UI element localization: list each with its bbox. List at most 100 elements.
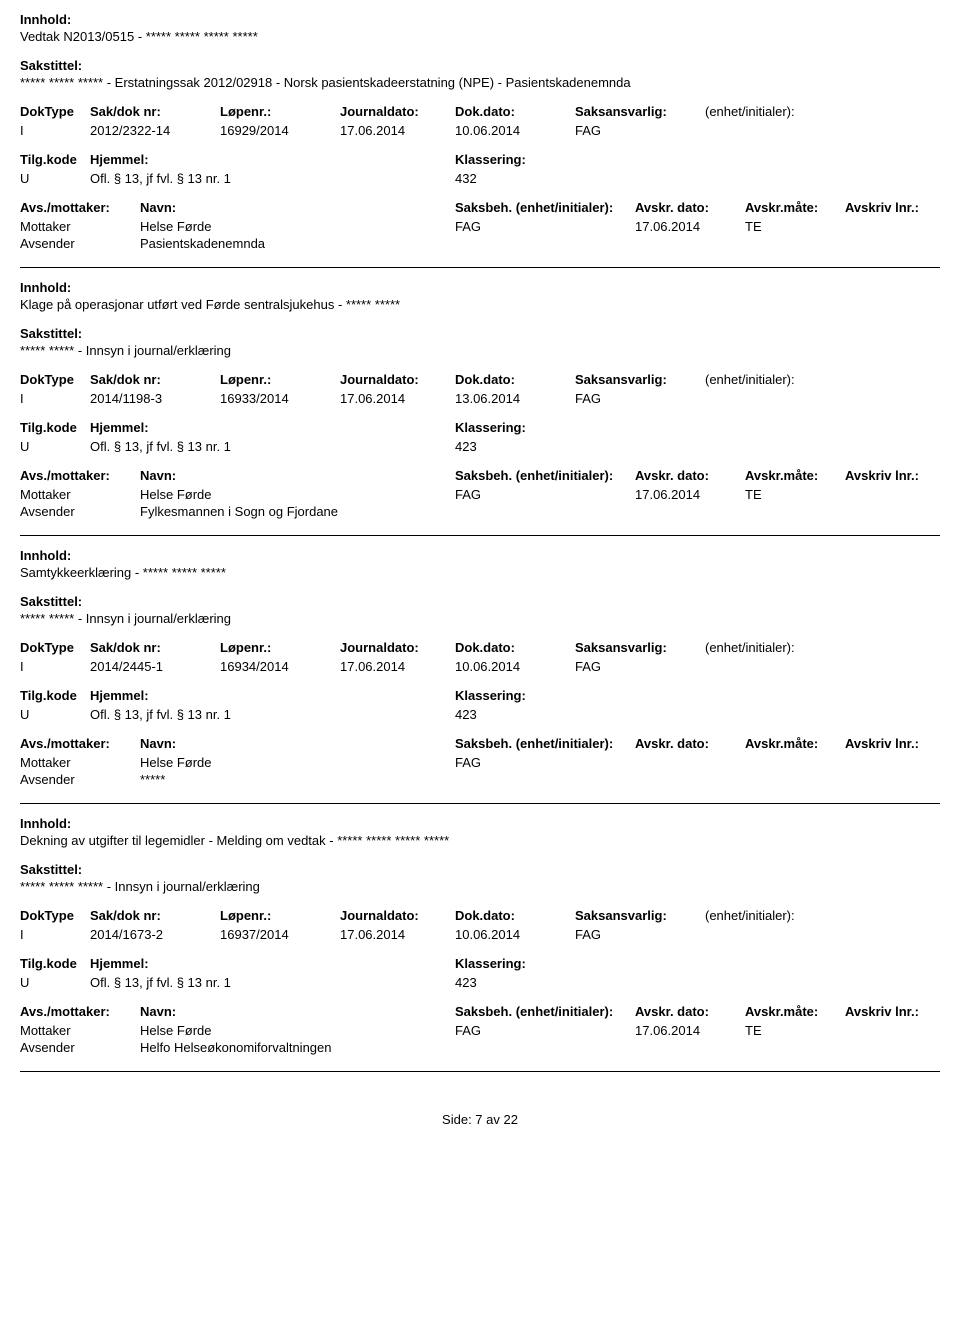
sakstittel-text: ***** ***** - Innsyn i journal/erklæring — [20, 611, 940, 626]
party-saksbeh: FAG — [455, 219, 635, 234]
sakstittel-label: Sakstittel: — [20, 862, 940, 877]
col-value: I — [20, 659, 90, 674]
party-amate — [745, 236, 845, 251]
col-value: 16929/2014 — [220, 123, 340, 138]
col-header: Klassering: — [455, 420, 526, 435]
col-header: Tilg.kode — [20, 152, 90, 167]
innhold-text: Vedtak N2013/0515 - ***** ***** ***** **… — [20, 29, 940, 44]
record-divider — [20, 535, 940, 536]
party-saksbeh — [455, 504, 635, 519]
col-header: Avskr. dato: — [635, 736, 745, 751]
col-header: Hjemmel: — [90, 956, 455, 971]
hjemmel-data-row: UOfl. § 13, jf fvl. § 13 nr. 1423 — [20, 707, 940, 722]
sakstittel-label: Sakstittel: — [20, 594, 940, 609]
record-divider — [20, 803, 940, 804]
col-header: Avskr. dato: — [635, 1004, 745, 1019]
col-header: Navn: — [140, 200, 455, 215]
journal-record: Innhold:Dekning av utgifter til legemidl… — [20, 816, 940, 1065]
metadata-header-row: DokTypeSak/dok nr:Løpenr.:Journaldato:Do… — [20, 372, 940, 389]
record-divider — [20, 267, 940, 268]
col-header: Avs./mottaker: — [20, 1004, 140, 1019]
col-header: Saksbeh. (enhet/initialer): — [455, 200, 635, 215]
party-role: Mottaker — [20, 219, 140, 234]
sakstittel-text: ***** ***** ***** - Innsyn i journal/erk… — [20, 879, 940, 894]
col-header: (enhet/initialer): — [705, 908, 795, 925]
party-adato: 17.06.2014 — [635, 1023, 745, 1038]
party-name: Helse Førde — [140, 1023, 455, 1038]
party-amate: TE — [745, 219, 845, 234]
party-name: ***** — [140, 772, 455, 787]
col-value: 10.06.2014 — [455, 927, 575, 942]
party-name: Pasientskadenemnda — [140, 236, 455, 251]
col-header: Dok.dato: — [455, 104, 575, 119]
col-header: Avskr. dato: — [635, 468, 745, 483]
party-row: AvsenderFylkesmannen i Sogn og Fjordane — [20, 504, 940, 519]
col-value: 423 — [455, 707, 477, 722]
journal-record: Innhold:Vedtak N2013/0515 - ***** ***** … — [20, 12, 940, 261]
party-name: Helse Førde — [140, 755, 455, 770]
col-header: Avskriv lnr.: — [845, 736, 919, 751]
party-amate — [745, 504, 845, 519]
innhold-text: Samtykkeerklæring - ***** ***** ***** — [20, 565, 940, 580]
col-value: 423 — [455, 439, 477, 454]
col-value: 16933/2014 — [220, 391, 340, 406]
party-amate: TE — [745, 487, 845, 502]
innhold-label: Innhold: — [20, 280, 940, 295]
col-header: Hjemmel: — [90, 152, 455, 167]
col-value: FAG — [575, 659, 705, 674]
party-adato — [635, 772, 745, 787]
col-value: 2012/2322-14 — [90, 123, 220, 138]
hjemmel-data-row: UOfl. § 13, jf fvl. § 13 nr. 1423 — [20, 975, 940, 990]
col-value: 10.06.2014 — [455, 659, 575, 674]
avs-header-row: Avs./mottaker:Navn:Saksbeh. (enhet/initi… — [20, 468, 940, 485]
col-header: Dok.dato: — [455, 372, 575, 387]
col-header: Navn: — [140, 1004, 455, 1019]
col-value: U — [20, 707, 90, 722]
col-header: Saksansvarlig: — [575, 104, 705, 119]
col-header: Avskriv lnr.: — [845, 200, 919, 215]
col-header: Hjemmel: — [90, 420, 455, 435]
party-row: AvsenderHelfo Helseøkonomiforvaltningen — [20, 1040, 940, 1055]
col-value: Ofl. § 13, jf fvl. § 13 nr. 1 — [90, 171, 455, 186]
col-header: Løpenr.: — [220, 104, 340, 119]
col-value: 2014/2445-1 — [90, 659, 220, 674]
party-role: Mottaker — [20, 487, 140, 502]
col-value: I — [20, 391, 90, 406]
col-value: 2014/1673-2 — [90, 927, 220, 942]
col-header: Klassering: — [455, 956, 526, 971]
col-header: DokType — [20, 372, 90, 387]
journal-record: Innhold:Samtykkeerklæring - ***** ***** … — [20, 548, 940, 797]
col-header: Avskr.måte: — [745, 736, 845, 751]
party-row: AvsenderPasientskadenemnda — [20, 236, 940, 251]
col-header: DokType — [20, 908, 90, 923]
record-divider — [20, 1071, 940, 1072]
party-row: Avsender***** — [20, 772, 940, 787]
col-value: Ofl. § 13, jf fvl. § 13 nr. 1 — [90, 707, 455, 722]
col-header: Tilg.kode — [20, 688, 90, 703]
col-header: Tilg.kode — [20, 420, 90, 435]
col-header: Navn: — [140, 468, 455, 483]
party-amate — [745, 755, 845, 770]
sakstittel-label: Sakstittel: — [20, 58, 940, 73]
party-saksbeh: FAG — [455, 755, 635, 770]
metadata-data-row: I2014/2445-116934/201417.06.201410.06.20… — [20, 659, 940, 674]
col-value: 17.06.2014 — [340, 391, 455, 406]
col-header: Avs./mottaker: — [20, 200, 140, 215]
col-value: 423 — [455, 975, 477, 990]
avs-header-row: Avs./mottaker:Navn:Saksbeh. (enhet/initi… — [20, 200, 940, 217]
col-header: Journaldato: — [340, 640, 455, 655]
col-header: (enhet/initialer): — [705, 640, 795, 657]
hjemmel-data-row: UOfl. § 13, jf fvl. § 13 nr. 1432 — [20, 171, 940, 186]
party-amate — [745, 1040, 845, 1055]
party-row: MottakerHelse FørdeFAG17.06.2014TE — [20, 487, 940, 502]
col-value: FAG — [575, 391, 705, 406]
col-value: U — [20, 171, 90, 186]
party-role: Avsender — [20, 772, 140, 787]
col-header: Journaldato: — [340, 104, 455, 119]
party-adato: 17.06.2014 — [635, 487, 745, 502]
party-adato — [635, 236, 745, 251]
col-header: Klassering: — [455, 152, 526, 167]
col-value: 17.06.2014 — [340, 123, 455, 138]
avs-header-row: Avs./mottaker:Navn:Saksbeh. (enhet/initi… — [20, 736, 940, 753]
col-header: Avskr. dato: — [635, 200, 745, 215]
